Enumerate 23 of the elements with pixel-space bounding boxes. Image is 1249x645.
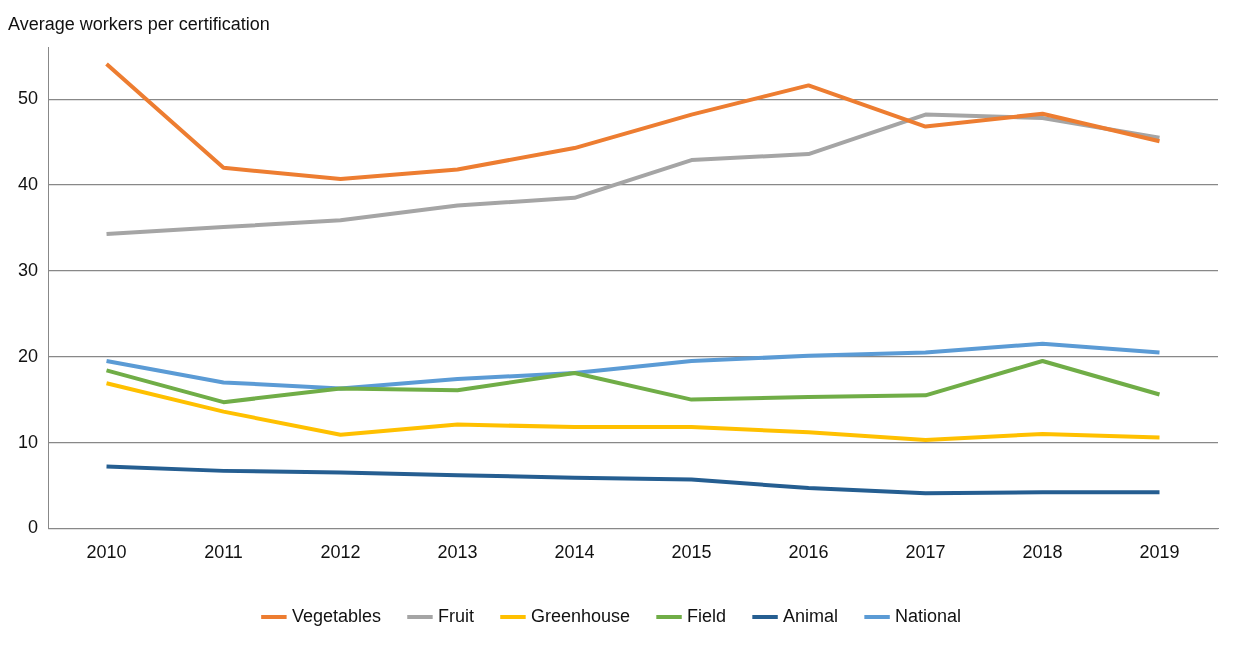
legend-label: National	[895, 605, 962, 626]
x-tick-label: 2015	[671, 542, 712, 563]
legend-label: Greenhouse	[530, 605, 631, 626]
x-tick-label: 2011	[204, 542, 243, 563]
x-tick-label: 2019	[1139, 542, 1180, 563]
x-tick-label: 2012	[320, 542, 361, 563]
legend-label: Vegetables	[291, 605, 381, 626]
x-tick-label: 2013	[437, 542, 478, 563]
y-tick-label: 30	[17, 259, 39, 280]
x-tick-label: 2018	[1022, 542, 1063, 563]
y-axis-title: Average workers per certification	[8, 13, 270, 34]
legend-label: Animal	[783, 605, 839, 626]
y-tick-label: 10	[17, 431, 39, 452]
y-tick-label: 0	[28, 517, 39, 538]
x-tick-label: 2017	[905, 542, 946, 563]
y-tick-label: 40	[17, 173, 39, 194]
x-tick-label: 2016	[788, 542, 829, 563]
legend-label: Field	[687, 605, 727, 626]
y-tick-label: 20	[17, 345, 39, 366]
legend-label: Fruit	[437, 605, 474, 626]
x-tick-label: 2014	[554, 542, 595, 563]
x-tick-label: 2010	[86, 542, 127, 563]
y-tick-label: 50	[17, 88, 39, 109]
